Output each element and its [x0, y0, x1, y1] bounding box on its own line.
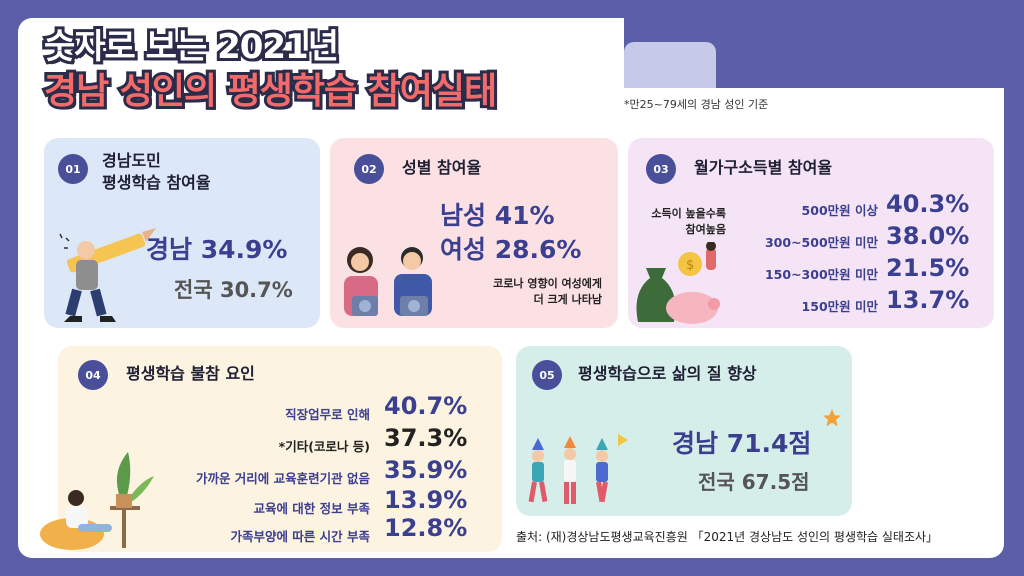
badge-02: 02	[354, 154, 384, 184]
reason-row-value: 12.8%	[384, 514, 468, 542]
box01-heading-line2: 평생학습 참여율	[102, 173, 211, 192]
star-icon	[823, 409, 841, 427]
badge-05: 05	[532, 360, 562, 390]
box03-side-note-line1: 소득이 높을수록	[651, 207, 726, 220]
box02-comment-line1: 코로나 영향이 여성에게	[493, 277, 602, 290]
box-quality-of-life: 05 평생학습으로 삶의 질 향상 경남 71.4점 전국 67.5점	[516, 346, 852, 516]
income-row-label: 150~300만원 미만	[764, 267, 878, 282]
box03-side-note: 소득이 높을수록 참여높음	[628, 206, 726, 238]
box02-comment-line2: 더 크게 나타남	[533, 293, 602, 306]
title-line-2: 경남 성인의 평생학습 참여실태	[41, 68, 500, 115]
box02-heading: 성별 참여율	[402, 158, 482, 177]
reason-row-label: 교육에 대한 정보 부족	[253, 501, 370, 516]
reason-row-value: 37.3%	[384, 424, 468, 452]
people-laptop-illustration	[344, 247, 432, 316]
box-participation-rate: 01 경남도민 평생학습 참여율 경남 34.9% 전국 30.7%	[44, 138, 320, 328]
income-row-label: 150만원 미만	[801, 299, 878, 314]
box05-region-value: 경남 71.4점	[672, 429, 812, 458]
badge-04: 04	[78, 360, 108, 390]
tab-mask	[624, 88, 716, 128]
income-row-value: 21.5%	[886, 254, 970, 282]
svg-text:$: $	[686, 258, 694, 273]
box-income-rate: 03 월가구소득별 참여율 소득이 높을수록 참여높음 $ 500만원 이상 4…	[628, 138, 994, 328]
income-row-label: 300~500만원 미만	[764, 235, 878, 250]
box03-side-note-line2: 참여높음	[685, 223, 726, 236]
box01-region-value: 경남 34.9%	[146, 235, 288, 264]
page-title: 숫자로 보는 2021년 경남 성인의 평생학습 참여실태	[41, 24, 500, 116]
money-bag-piggy-illustration: $	[636, 242, 720, 324]
tab-card-extension	[716, 88, 1004, 128]
tab-decoration	[624, 42, 716, 88]
student-pencil-illustration	[59, 228, 156, 322]
reason-row-value: 35.9%	[384, 456, 468, 484]
badge-01: 01	[58, 154, 88, 184]
reading-plant-illustration	[40, 452, 154, 550]
box02-comment: 코로나 영향이 여성에게 더 크게 나타남	[450, 276, 602, 308]
box05-heading: 평생학습으로 삶의 질 향상	[578, 364, 757, 383]
income-row-value: 38.0%	[886, 222, 970, 250]
reason-row-label: 직장업무로 인해	[285, 407, 370, 422]
celebrating-people-illustration	[528, 434, 628, 504]
box01-national-value: 전국 30.7%	[174, 278, 293, 302]
box01-heading-line1: 경남도민	[102, 151, 161, 170]
box-non-participation: 04 평생학습 불참 요인 직장업무로 인해 40.7% *기타(코로나 등) …	[40, 346, 502, 552]
box02-female-value: 여성 28.6%	[440, 235, 582, 264]
reason-row-value: 13.9%	[384, 486, 468, 514]
reason-row-label: *기타(코로나 등)	[278, 439, 370, 454]
source-citation: 출처: (재)경상남도평생교육진흥원 「2021년 경상남도 성인의 평생학습 …	[516, 530, 939, 544]
income-row-label: 500만원 이상	[801, 203, 878, 218]
income-row-value: 40.3%	[886, 190, 970, 218]
box-gender-rate: 02 성별 참여율 남성 41% 여성 28.6% 코로나 영향이 여성에게 더…	[330, 138, 618, 328]
box01-heading: 경남도민 평생학습 참여율	[102, 150, 211, 194]
reason-row-value: 40.7%	[384, 392, 468, 420]
reason-row-label: 가까운 거리에 교육훈련기관 없음	[195, 471, 370, 486]
reason-row-label: 가족부양에 따른 시간 부족	[230, 529, 370, 544]
box04-heading: 평생학습 불참 요인	[126, 364, 255, 383]
income-row-value: 13.7%	[886, 286, 970, 314]
box05-national-value: 전국 67.5점	[698, 470, 810, 494]
box02-male-value: 남성 41%	[440, 201, 555, 230]
title-line-1: 숫자로 보는 2021년	[41, 24, 342, 70]
badge-03: 03	[646, 154, 676, 184]
box03-heading: 월가구소득별 참여율	[694, 158, 833, 177]
criteria-note: *만25~79세의 경남 성인 기준	[624, 98, 769, 111]
